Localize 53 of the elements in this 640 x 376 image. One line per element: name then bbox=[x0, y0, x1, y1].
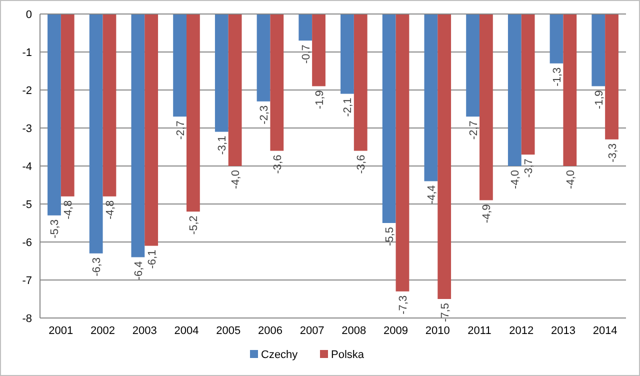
data-label: -1,9 bbox=[314, 90, 326, 110]
x-tick-label: 2009 bbox=[384, 325, 408, 337]
data-label: -5,3 bbox=[49, 219, 62, 238]
data-label: -4,0 bbox=[230, 170, 242, 189]
data-label: -2,7 bbox=[174, 120, 187, 140]
x-tick-label: 2008 bbox=[342, 325, 366, 337]
data-label: -4,4 bbox=[426, 185, 438, 204]
y-tick-label: -2 bbox=[22, 84, 32, 97]
x-tick-label: 2006 bbox=[258, 325, 282, 337]
data-label: -3,3 bbox=[606, 143, 619, 162]
y-tick-label: -6 bbox=[22, 236, 32, 249]
data-label: -7,5 bbox=[439, 303, 452, 322]
data-label: -2,1 bbox=[342, 98, 354, 117]
data-label: -6,3 bbox=[91, 257, 104, 276]
data-label: -3,6 bbox=[272, 154, 284, 174]
y-tick-label: -7 bbox=[22, 274, 32, 287]
x-tick-label: 2002 bbox=[90, 325, 116, 337]
data-label: -4,9 bbox=[481, 204, 494, 224]
data-label: -2,7 bbox=[468, 120, 480, 140]
data-label: -6,4 bbox=[132, 261, 145, 280]
legend-label: Polska bbox=[331, 348, 365, 361]
legend-label: Czechy bbox=[261, 348, 298, 361]
x-tick-label: 2012 bbox=[509, 325, 534, 337]
x-tick-label: 2011 bbox=[468, 325, 492, 337]
data-label: -2,3 bbox=[258, 105, 271, 124]
data-label: -3,6 bbox=[356, 154, 368, 174]
x-tick-label: 2004 bbox=[174, 325, 199, 337]
data-label: -4,0 bbox=[510, 170, 522, 189]
data-label: -3,7 bbox=[523, 158, 536, 178]
data-label: -6,1 bbox=[146, 250, 158, 269]
y-tick-label: -4 bbox=[22, 160, 32, 173]
y-tick-label: -3 bbox=[22, 122, 32, 135]
x-tick-label: 2005 bbox=[216, 325, 241, 337]
x-tick-label: 2007 bbox=[300, 325, 324, 337]
y-tick-label: 0 bbox=[26, 8, 32, 21]
x-tick-label: 2010 bbox=[425, 325, 450, 337]
data-label: -5,5 bbox=[384, 227, 396, 246]
x-tick-label: 2014 bbox=[592, 325, 618, 337]
data-label: -4,0 bbox=[564, 170, 577, 189]
data-label: -1,9 bbox=[593, 90, 606, 110]
x-tick-label: 2003 bbox=[132, 325, 157, 337]
y-tick-label: -1 bbox=[22, 46, 32, 59]
y-tick-label: -5 bbox=[22, 198, 32, 211]
x-tick-label: 2013 bbox=[550, 325, 576, 337]
data-label: -1,3 bbox=[552, 67, 564, 86]
data-label: -0,7 bbox=[300, 44, 312, 64]
data-label: -3,1 bbox=[216, 136, 229, 155]
x-tick-label: 2001 bbox=[48, 325, 74, 337]
y-tick-label: -8 bbox=[22, 312, 32, 325]
data-label: -5,2 bbox=[188, 216, 200, 235]
data-label: -7,3 bbox=[397, 295, 410, 314]
data-label: -4,8 bbox=[62, 200, 75, 220]
data-label: -4,8 bbox=[104, 200, 116, 220]
